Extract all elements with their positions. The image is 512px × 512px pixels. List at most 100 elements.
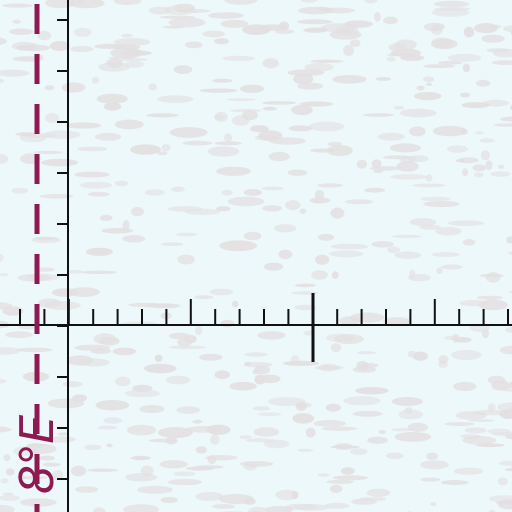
texture-blotch <box>176 406 201 414</box>
texture-blotch <box>318 363 339 372</box>
texture-blotch <box>423 64 456 68</box>
texture-blotch <box>504 467 512 472</box>
texture-blotch <box>488 509 496 512</box>
texture-blotch <box>159 460 188 469</box>
texture-blotch <box>113 0 142 5</box>
texture-blotch <box>75 486 99 493</box>
texture-blotch <box>224 133 233 143</box>
texture-blotch <box>269 137 306 145</box>
texture-blotch <box>285 200 301 211</box>
texture-blotch <box>0 504 15 512</box>
texture-blotch <box>444 422 475 426</box>
texture-blotch <box>297 448 314 452</box>
texture-blotch <box>139 405 165 413</box>
texture-blotch <box>325 333 354 342</box>
texture-blotch <box>375 77 392 81</box>
texture-blotch <box>497 477 508 486</box>
texture-blotch <box>447 53 482 62</box>
texture-blotch <box>476 295 503 300</box>
texture-blotch <box>343 45 355 56</box>
texture-blotch <box>74 344 111 351</box>
texture-blotch <box>182 140 213 146</box>
texture-blotch <box>169 127 208 138</box>
texture-blotch <box>93 333 117 345</box>
texture-blotch <box>239 461 274 467</box>
texture-blotch <box>81 270 118 274</box>
texture-blotch <box>292 413 315 424</box>
texture-blotch <box>216 166 251 176</box>
texture-blotch <box>327 141 342 147</box>
texture-blotch <box>220 319 235 328</box>
texture-blotch <box>0 69 30 77</box>
texture-blotch <box>324 502 350 509</box>
texture-blotch <box>391 397 423 406</box>
texture-blotch <box>453 467 484 475</box>
texture-blotch <box>274 224 297 233</box>
texture-blotch <box>214 38 229 45</box>
texture-blotch <box>39 194 74 199</box>
texture-blotch <box>288 125 313 132</box>
texture-blotch <box>491 379 510 391</box>
texture-blotch <box>254 365 271 375</box>
texture-blotch <box>261 101 297 105</box>
texture-blotch <box>340 467 355 475</box>
texture-blotch <box>293 504 330 511</box>
texture-blotch <box>391 234 422 238</box>
texture-blotch <box>309 197 331 204</box>
texture-blotch <box>160 496 178 504</box>
texture-blotch <box>315 254 330 265</box>
texture-blotch <box>0 154 9 164</box>
texture-blotch <box>435 227 462 236</box>
texture-blotch <box>331 271 339 279</box>
texture-blotch <box>414 92 442 101</box>
texture-blotch <box>41 158 79 167</box>
texture-blotch <box>126 424 157 436</box>
texture-blotch <box>314 189 325 200</box>
texture-blotch <box>332 475 368 481</box>
texture-blotch <box>344 20 373 28</box>
texture-blotch <box>436 267 443 274</box>
texture-blotch <box>229 381 257 391</box>
texture-blotch <box>473 172 484 178</box>
texture-blotch <box>216 206 231 212</box>
texture-blotch <box>65 122 102 129</box>
texture-blotch <box>3 454 11 462</box>
horizontal-ticks <box>19 299 509 325</box>
texture-blotch <box>503 25 512 33</box>
texture-blotch <box>95 400 130 411</box>
texture-blotch <box>239 435 252 439</box>
texture-blotch <box>0 378 7 384</box>
texture-blotch <box>184 41 203 49</box>
texture-blotch <box>374 12 381 22</box>
texture-blotch <box>42 462 61 467</box>
texture-blotch <box>317 183 343 188</box>
texture-blotch <box>242 24 271 35</box>
texture-blotch <box>481 34 505 43</box>
texture-blotch <box>16 44 51 52</box>
texture-blotch <box>166 375 191 385</box>
texture-blotch <box>366 488 391 497</box>
texture-blotch <box>479 138 495 143</box>
texture-blotch <box>409 126 426 137</box>
texture-blotch <box>125 473 158 482</box>
texture-blotch <box>330 207 345 219</box>
texture-blotch <box>161 242 184 246</box>
texture-blotch <box>462 63 470 73</box>
texture-blotch <box>144 363 177 374</box>
texture-blotch <box>391 428 414 432</box>
texture-blotch <box>506 236 512 244</box>
texture-blotch <box>168 478 202 486</box>
texture-blotch <box>195 326 203 336</box>
texture-blotch <box>117 58 148 62</box>
texture-blotch <box>343 396 381 406</box>
texture-blotch <box>389 143 421 153</box>
texture-blotch <box>501 410 512 420</box>
texture-blotch <box>12 19 21 24</box>
texture-blotch <box>326 145 353 157</box>
texture-blotch <box>478 299 508 311</box>
texture-blotch <box>192 419 203 424</box>
texture-blotch <box>349 39 361 47</box>
texture-blotch <box>130 144 162 155</box>
texture-blotch <box>244 352 268 357</box>
